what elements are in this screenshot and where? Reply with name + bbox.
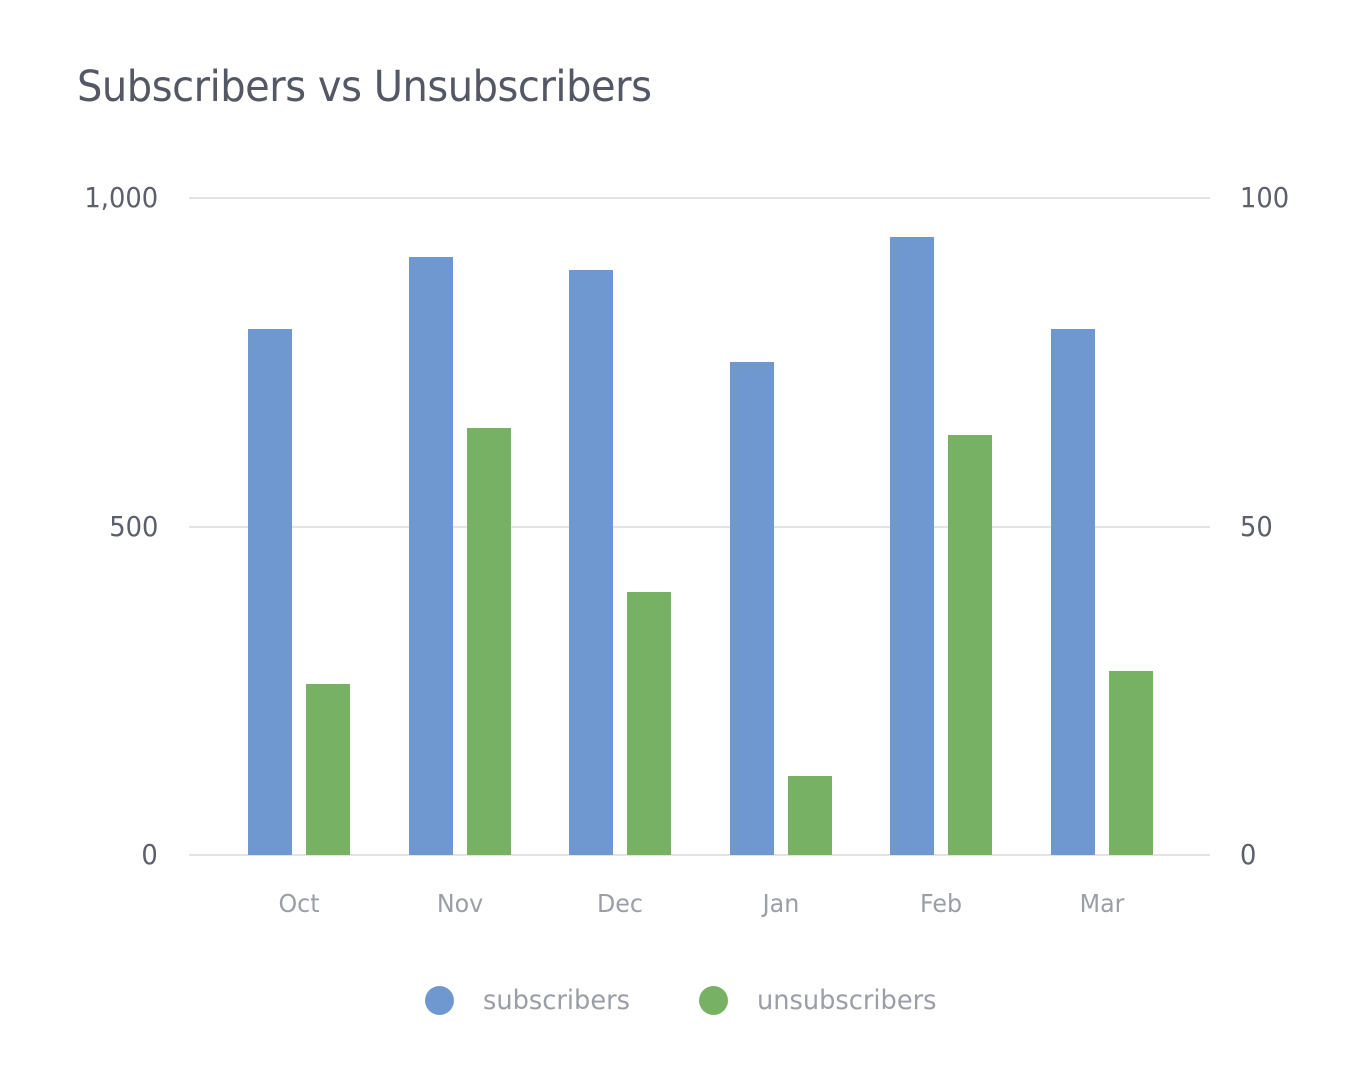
bar-unsubscribers-oct[interactable]: [306, 684, 350, 855]
bar-subscribers-feb[interactable]: [890, 237, 934, 855]
left-axis-tick: 1,000: [84, 181, 158, 214]
gridline: [189, 197, 1210, 199]
x-axis-tick: Dec: [597, 889, 643, 918]
legend-dot-icon: [699, 986, 729, 1015]
x-axis-tick: Oct: [278, 889, 320, 918]
bar-subscribers-nov[interactable]: [408, 257, 453, 855]
x-axis-tick: Jan: [762, 889, 799, 918]
x-axis-tick: Mar: [1079, 889, 1124, 918]
right-axis-tick: 0: [1240, 838, 1257, 871]
bar-subscribers-dec[interactable]: [569, 270, 613, 855]
x-axis-tick: Nov: [436, 889, 483, 918]
bar-unsubscribers-nov[interactable]: [466, 427, 511, 855]
bar-subscribers-mar[interactable]: [1050, 329, 1095, 855]
x-axis-tick: Feb: [919, 889, 963, 918]
legend-item-unsubscribers[interactable]: unsubscribers: [699, 985, 946, 1016]
legend-dot-icon: [424, 986, 454, 1015]
chart-title: Subscribers vs Unsubscribers: [77, 62, 652, 112]
bar-unsubscribers-jan[interactable]: [787, 776, 832, 855]
right-axis-tick: 100: [1240, 181, 1290, 214]
bar-unsubscribers-mar[interactable]: [1108, 671, 1153, 855]
gridline: [189, 525, 1210, 528]
right-axis-tick: 50: [1240, 509, 1273, 543]
legend-label: unsubscribers: [757, 985, 937, 1016]
bar-unsubscribers-feb[interactable]: [948, 434, 992, 855]
legend-label: subscribers: [482, 985, 630, 1016]
left-axis-tick: 500: [108, 509, 158, 543]
bar-subscribers-oct[interactable]: [248, 329, 292, 855]
gridline: [189, 854, 1210, 856]
legend-item-subscribers[interactable]: subscribers: [424, 985, 638, 1016]
legend: subscribers unsubscribers: [0, 985, 1371, 1016]
bar-subscribers-jan[interactable]: [729, 362, 774, 855]
left-axis-tick: 0: [141, 838, 158, 871]
bar-unsubscribers-dec[interactable]: [627, 592, 671, 855]
